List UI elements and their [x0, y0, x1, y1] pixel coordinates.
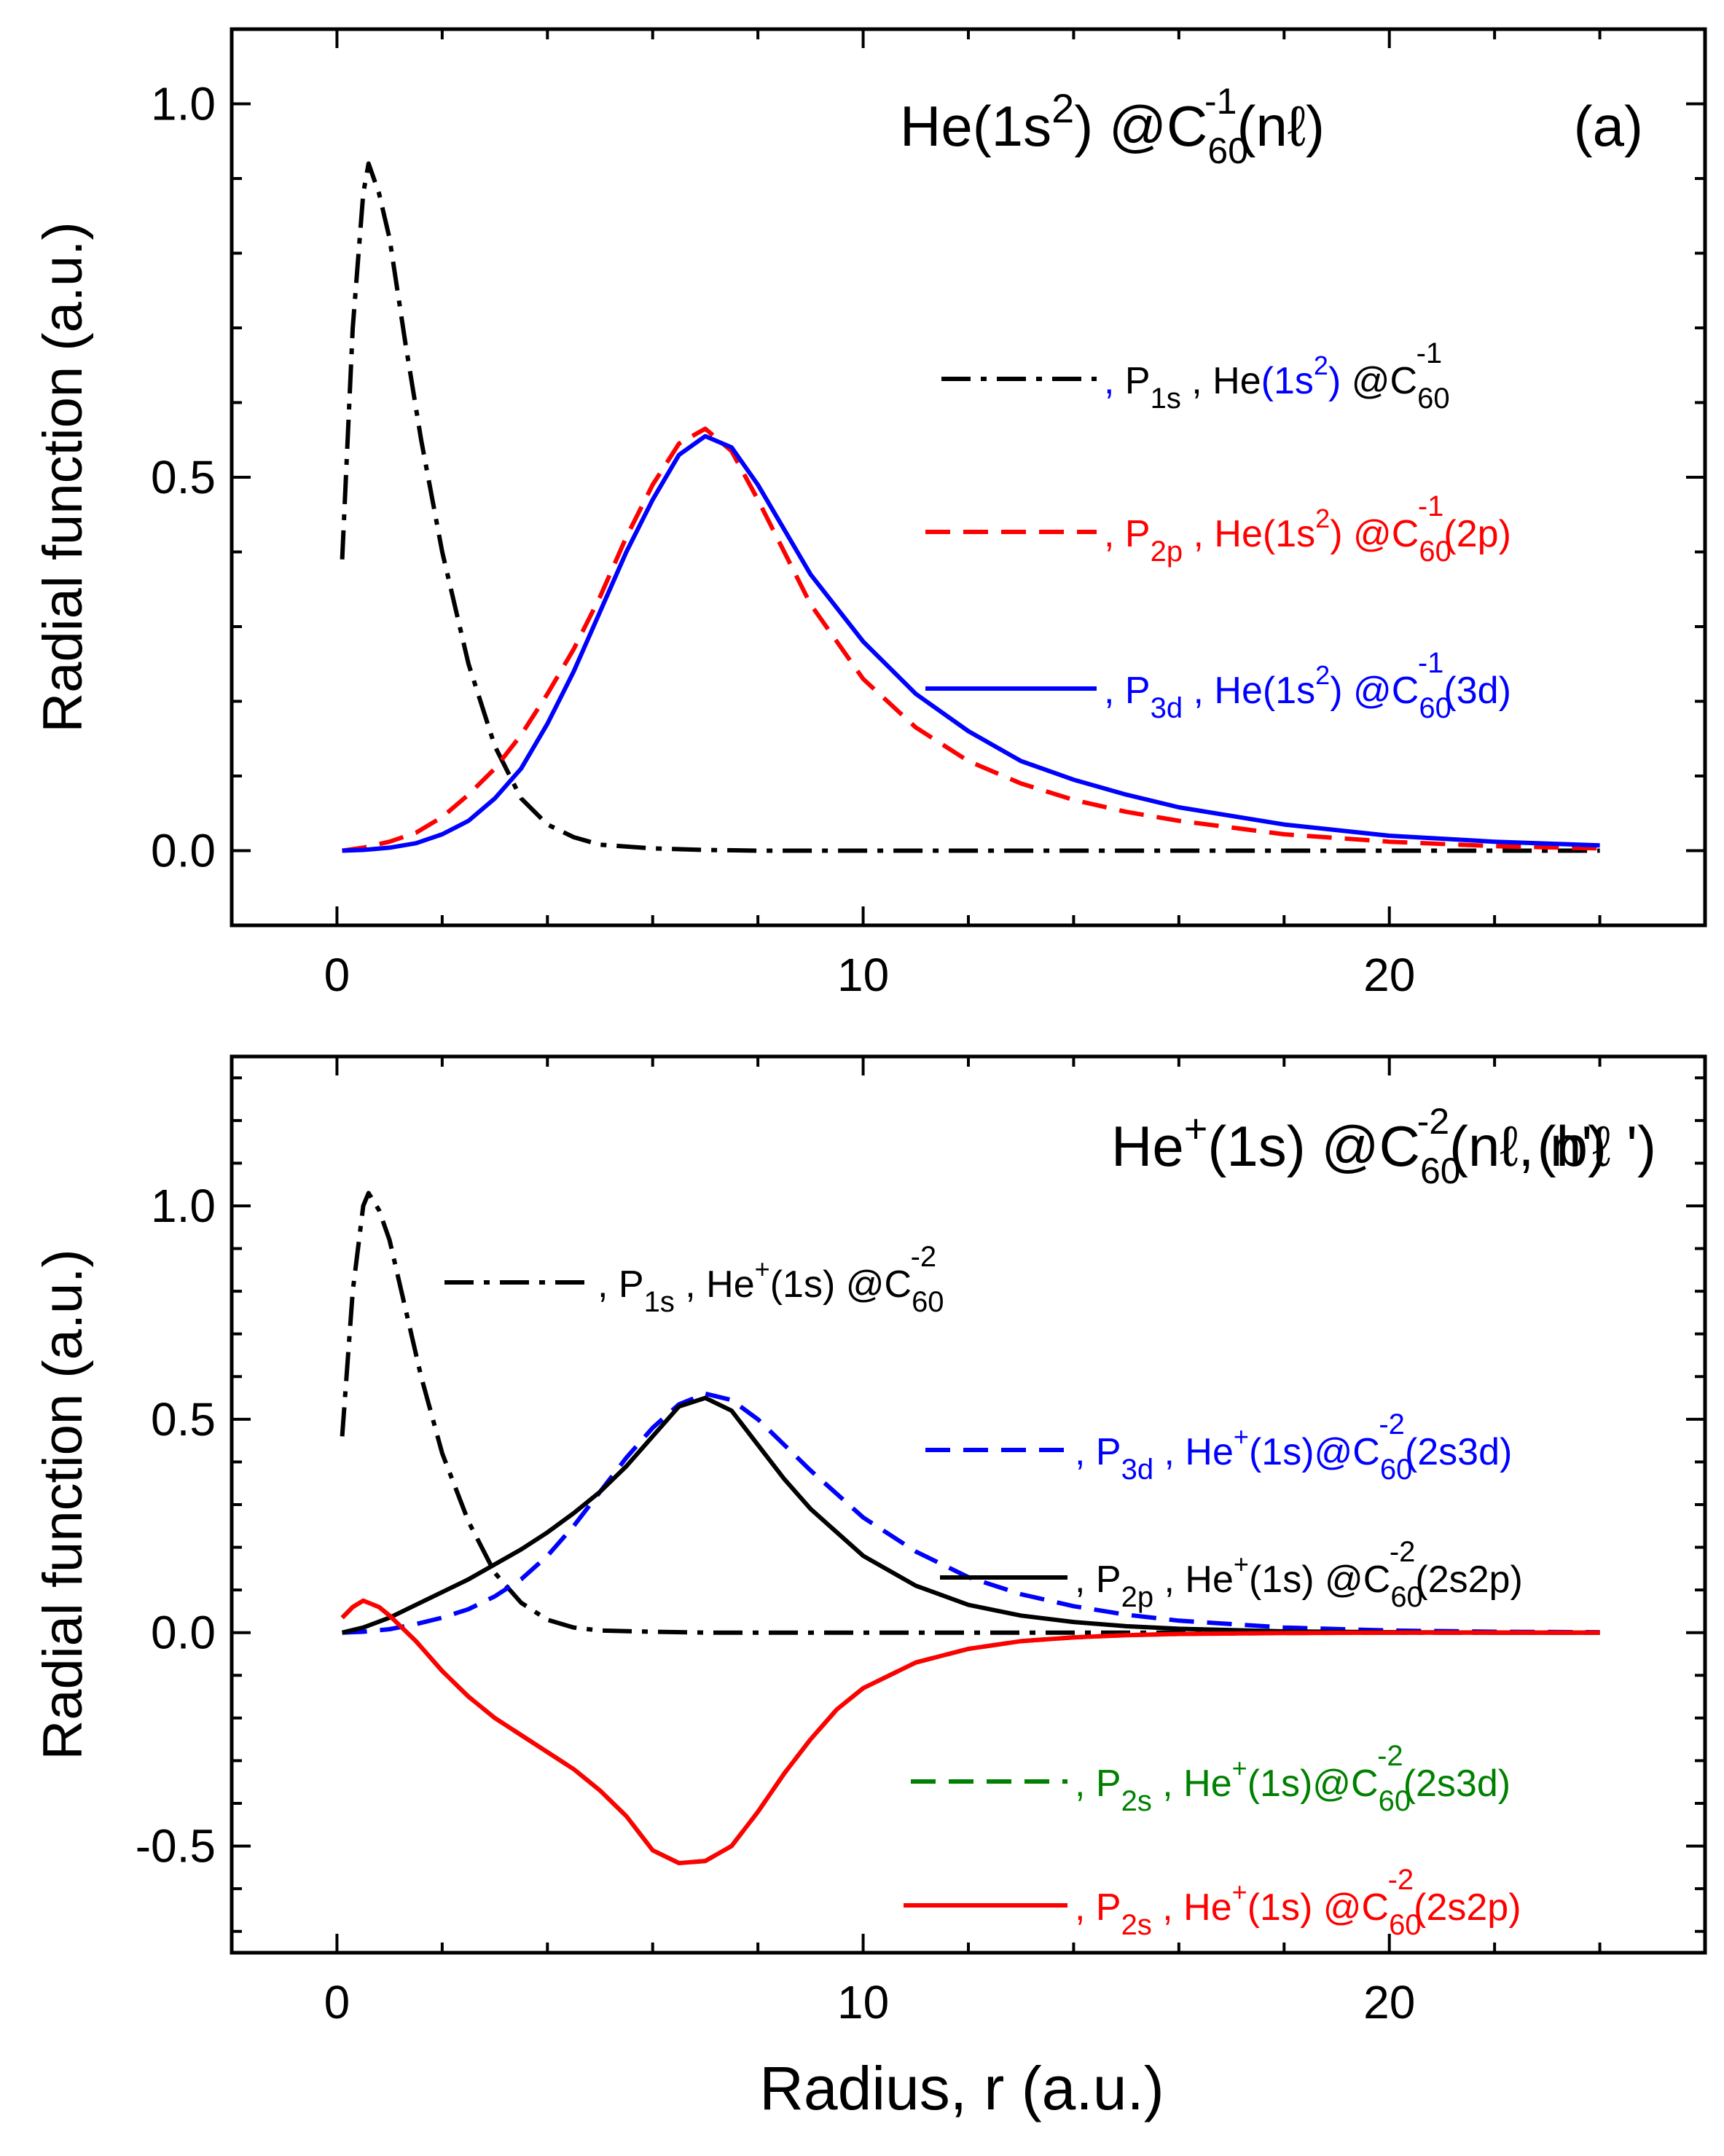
panel-b: 0 10 20 -0.5 0.0 0.5 1.0 Radial function (a.u.)… [32, 1054, 1707, 2028]
x-tick-label: 10 [837, 1976, 889, 2028]
legend-entry: , P1s , He+(1s) @C60-2 [444, 1241, 944, 1318]
x-axis-title: Radius, r (a.u.) [759, 2054, 1164, 2122]
x-tick-label: 0 [324, 1976, 350, 2028]
legend-label: , P2p , He(1s2) @C60-1(2p) [1104, 490, 1511, 568]
y-tick-label: -0.5 [136, 1820, 216, 1873]
x-tick-label: 10 [837, 949, 889, 1001]
series-line-a-2 [342, 434, 1600, 853]
legend-entry: , P2p , He+(1s) @C60-2(2s2p) [940, 1536, 1523, 1613]
y-tick-label: 1.0 [151, 1180, 216, 1232]
x-tick-label: 0 [324, 949, 350, 1001]
x-ticks-b [335, 1057, 1602, 1953]
legend-label: , P2s , He+(1s)@C60-2(2s3d) [1075, 1740, 1511, 1817]
series-line-b-1 [342, 1391, 1600, 1635]
legend-entry: , P2p , He(1s2) @C60-1(2p) [925, 490, 1511, 568]
y-tick-label: 0.0 [151, 1607, 216, 1659]
series-line-b-2 [341, 1395, 1600, 1635]
y-tick-label: 1.0 [151, 78, 216, 130]
legend-entry: , P2s , He+(1s) @C60-2(2s2p) [904, 1864, 1521, 1941]
y-tick-label: 0.5 [151, 451, 216, 503]
legend-entry: , P3d , He+(1s)@C60-2(2s3d) [925, 1408, 1512, 1486]
x-tick-label: 20 [1363, 1976, 1415, 2028]
legend-entry: , P1s , He(1s2) @C60-1 [941, 337, 1450, 415]
legend-label: , P1s , He(1s2) @C60-1 [1104, 337, 1450, 415]
plot-frame-a [230, 27, 1707, 928]
panel-label-a: (a) [1574, 94, 1643, 158]
x-ticks-a [335, 29, 1602, 925]
legend-entry: , P3d , He(1s2) @C60-1(3d) [925, 647, 1511, 724]
legend-label: , P3d , He+(1s)@C60-2(2s3d) [1075, 1408, 1512, 1486]
y-ticks-b [232, 1076, 1705, 1933]
chart-title-a: He(1s2) @C60-1(nℓ) [900, 81, 1325, 171]
y-ticks-a [232, 28, 1705, 927]
legend-label: , P2p , He+(1s) @C60-2(2s2p) [1075, 1536, 1523, 1613]
legend-label: , P3d , He(1s2) @C60-1(3d) [1104, 647, 1511, 724]
x-tick-label: 20 [1363, 949, 1415, 1001]
legend-label: , P1s , He+(1s) @C60-2 [597, 1241, 944, 1318]
series-line-b-3 [340, 1598, 1600, 1865]
series-line-a-0 [340, 161, 1600, 853]
y-tick-label: 0.0 [151, 825, 216, 877]
series-line-a-1 [342, 426, 1600, 853]
legend-label: , P2s , He+(1s) @C60-2(2s2p) [1075, 1864, 1521, 1941]
series-line-b-4 [340, 1598, 1600, 1865]
y-axis-title-a: Radial function (a.u.) [32, 222, 94, 732]
panel-label-b: (b) [1537, 1114, 1607, 1178]
panel-a: 0 10 20 0.0 0.5 1.0 Radial function (a.u.) He(1… [32, 27, 1707, 1001]
chart-title-b: He+(1s) @C60-2(nℓ, n'ℓ ') [1111, 1101, 1656, 1191]
y-axis-title-b: Radial function (a.u.) [32, 1249, 94, 1760]
legend-entry: , P2s , He+(1s)@C60-2(2s3d) [911, 1740, 1511, 1817]
plot-frame-b [230, 1054, 1707, 1955]
series-line-b-0 [340, 1191, 1600, 1635]
y-tick-label: 0.5 [151, 1393, 216, 1446]
